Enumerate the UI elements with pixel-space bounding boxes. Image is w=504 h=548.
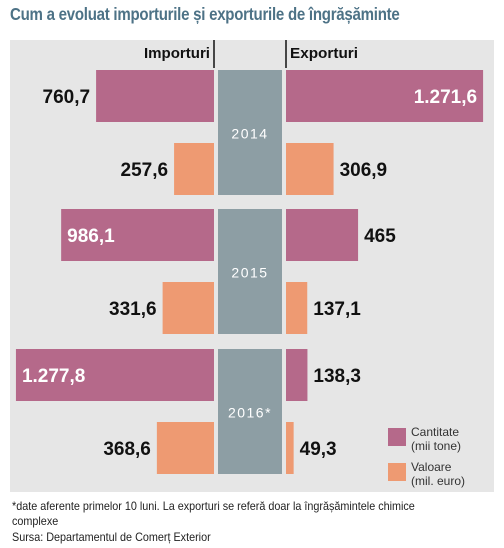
import-value-label: 331,6 xyxy=(109,299,157,320)
import-bar xyxy=(96,70,214,122)
footnote: *date aferente primelor 10 luni. La expo… xyxy=(12,499,415,528)
year-label: 2015 xyxy=(231,265,268,281)
export-value-label: 306,9 xyxy=(340,160,388,181)
exports-header: Exporturi xyxy=(290,45,358,62)
export-value-label: 138,3 xyxy=(313,366,361,387)
export-value-label: 137,1 xyxy=(313,299,361,320)
legend-swatch xyxy=(388,428,406,446)
export-value-label: 1.271,6 xyxy=(414,87,477,108)
year-label: 2014 xyxy=(231,126,268,142)
chart-title: Cum a evoluat importurile și exporturile… xyxy=(10,4,400,24)
legend-label: Cantitate xyxy=(411,425,459,439)
export-bar xyxy=(286,282,308,334)
import-value-label: 368,6 xyxy=(103,439,151,460)
import-bar xyxy=(15,349,215,401)
import-bar xyxy=(162,282,214,334)
year-band xyxy=(218,70,282,195)
export-bar xyxy=(286,143,334,195)
import-value-label: 760,7 xyxy=(43,87,91,108)
year-label: 2016* xyxy=(228,405,272,421)
export-bar xyxy=(286,349,308,401)
import-bar xyxy=(174,143,214,195)
export-bar xyxy=(286,422,294,474)
import-value-label: 257,6 xyxy=(121,160,169,181)
imports-header: Importuri xyxy=(144,45,210,62)
import-value-label: 986,1 xyxy=(67,226,115,247)
year-band xyxy=(218,349,282,474)
export-bar xyxy=(286,70,484,122)
year-band xyxy=(218,209,282,334)
source-note: Sursa: Departamentul de Comerț Exterior xyxy=(12,530,211,544)
import-value-label: 1.277,8 xyxy=(22,366,85,387)
import-bar xyxy=(156,422,214,474)
legend-unit: (mii tone) xyxy=(411,439,461,453)
export-bar xyxy=(286,209,359,261)
export-value-label: 49,3 xyxy=(300,439,337,460)
legend-unit: (mil. euro) xyxy=(411,474,465,488)
import-bar xyxy=(61,209,215,261)
legend-label: Valoare xyxy=(411,460,452,474)
export-value-label: 465 xyxy=(364,226,396,247)
legend-swatch xyxy=(388,463,406,481)
